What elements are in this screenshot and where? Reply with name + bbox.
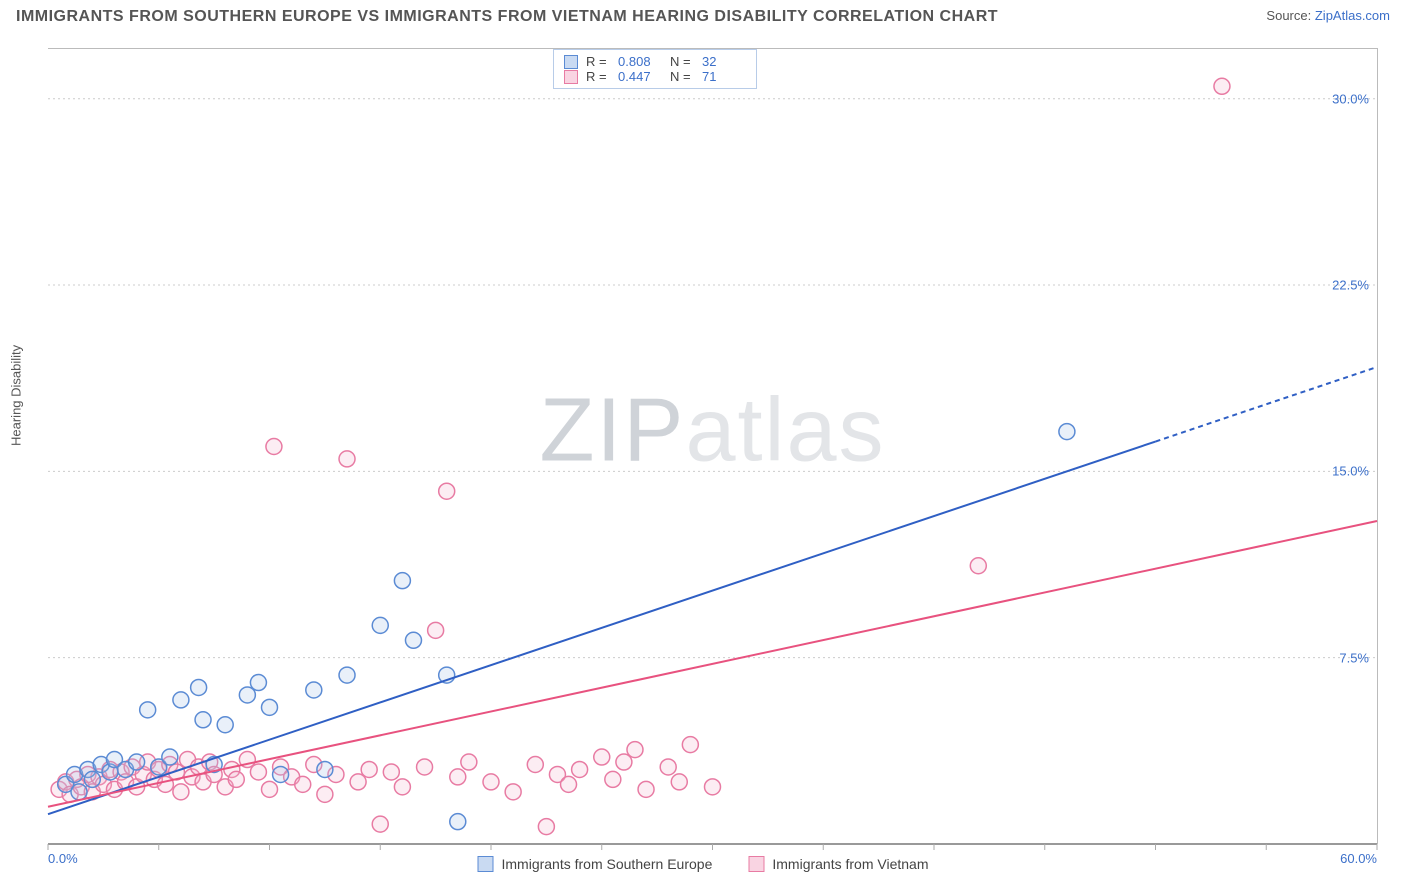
data-point — [594, 749, 610, 765]
stats-swatch-1 — [564, 70, 578, 84]
data-point — [671, 774, 687, 790]
data-point — [527, 757, 543, 773]
data-point — [461, 754, 477, 770]
data-point — [306, 682, 322, 698]
data-point — [417, 759, 433, 775]
stats-box: R = 0.808 N = 32 R = 0.447 N = 71 — [553, 49, 757, 89]
data-point — [162, 749, 178, 765]
data-point — [71, 784, 87, 800]
plot-area: ZIPatlas R = 0.808 N = 32 R = 0.447 N = … — [48, 48, 1378, 844]
legend-item-0: Immigrants from Southern Europe — [478, 856, 713, 872]
data-point — [383, 764, 399, 780]
data-point — [217, 717, 233, 733]
plot-svg — [48, 49, 1377, 844]
trend-line — [48, 521, 1377, 807]
data-point — [405, 632, 421, 648]
legend-item-1: Immigrants from Vietnam — [748, 856, 928, 872]
data-point — [262, 699, 278, 715]
chart-title: IMMIGRANTS FROM SOUTHERN EUROPE VS IMMIG… — [16, 8, 998, 26]
data-point — [173, 784, 189, 800]
y-tick-label: 30.0% — [1332, 91, 1369, 106]
data-point — [295, 776, 311, 792]
stats-r-label-0: R = — [586, 54, 610, 69]
stats-row-series-1: R = 0.447 N = 71 — [564, 69, 746, 84]
data-point — [572, 761, 588, 777]
trend-line-extrapolated — [1156, 367, 1378, 442]
x-tick-label: 60.0% — [1340, 851, 1377, 866]
data-point — [372, 617, 388, 633]
data-point — [84, 771, 100, 787]
data-point — [505, 784, 521, 800]
data-point — [361, 761, 377, 777]
data-point — [250, 675, 266, 691]
stats-row-series-0: R = 0.808 N = 32 — [564, 54, 746, 69]
data-point — [195, 712, 211, 728]
data-point — [339, 451, 355, 467]
data-point — [173, 692, 189, 708]
y-axis-label: Hearing Disability — [9, 345, 24, 446]
legend-swatch-0 — [478, 856, 494, 872]
data-point — [140, 702, 156, 718]
data-point — [660, 759, 676, 775]
data-point — [317, 761, 333, 777]
data-point — [638, 781, 654, 797]
stats-n-label-0: N = — [670, 54, 694, 69]
stats-n-label-1: N = — [670, 69, 694, 84]
legend: Immigrants from Southern Europe Immigran… — [478, 856, 929, 872]
data-point — [394, 779, 410, 795]
source-label: Source: — [1266, 8, 1311, 23]
data-point — [970, 558, 986, 574]
data-point — [228, 771, 244, 787]
data-point — [450, 769, 466, 785]
data-point — [266, 439, 282, 455]
data-point — [191, 679, 207, 695]
data-point — [538, 819, 554, 835]
data-point — [250, 764, 266, 780]
data-point — [262, 781, 278, 797]
stats-r-value-1: 0.447 — [618, 69, 662, 84]
data-point — [428, 622, 444, 638]
data-point — [705, 779, 721, 795]
data-point — [317, 786, 333, 802]
data-point — [273, 766, 289, 782]
legend-label-1: Immigrants from Vietnam — [772, 856, 928, 872]
chart-container: IMMIGRANTS FROM SOUTHERN EUROPE VS IMMIG… — [0, 0, 1406, 892]
data-point — [627, 742, 643, 758]
data-point — [561, 776, 577, 792]
source-attribution: Source: ZipAtlas.com — [1266, 8, 1390, 23]
y-tick-label: 7.5% — [1339, 650, 1369, 665]
source-link[interactable]: ZipAtlas.com — [1315, 8, 1390, 23]
stats-r-value-0: 0.808 — [618, 54, 662, 69]
legend-swatch-1 — [748, 856, 764, 872]
y-tick-label: 22.5% — [1332, 278, 1369, 293]
data-point — [372, 816, 388, 832]
data-point — [1059, 424, 1075, 440]
legend-label-0: Immigrants from Southern Europe — [502, 856, 713, 872]
x-tick-label: 0.0% — [48, 851, 78, 866]
stats-n-value-1: 71 — [702, 69, 746, 84]
stats-r-label-1: R = — [586, 69, 610, 84]
data-point — [1214, 78, 1230, 94]
data-point — [339, 667, 355, 683]
title-bar: IMMIGRANTS FROM SOUTHERN EUROPE VS IMMIG… — [0, 0, 1406, 34]
stats-n-value-0: 32 — [702, 54, 746, 69]
data-point — [439, 483, 455, 499]
stats-swatch-0 — [564, 55, 578, 69]
data-point — [605, 771, 621, 787]
data-point — [483, 774, 499, 790]
data-point — [129, 754, 145, 770]
data-point — [394, 573, 410, 589]
y-tick-label: 15.0% — [1332, 464, 1369, 479]
data-point — [450, 814, 466, 830]
data-point — [682, 737, 698, 753]
